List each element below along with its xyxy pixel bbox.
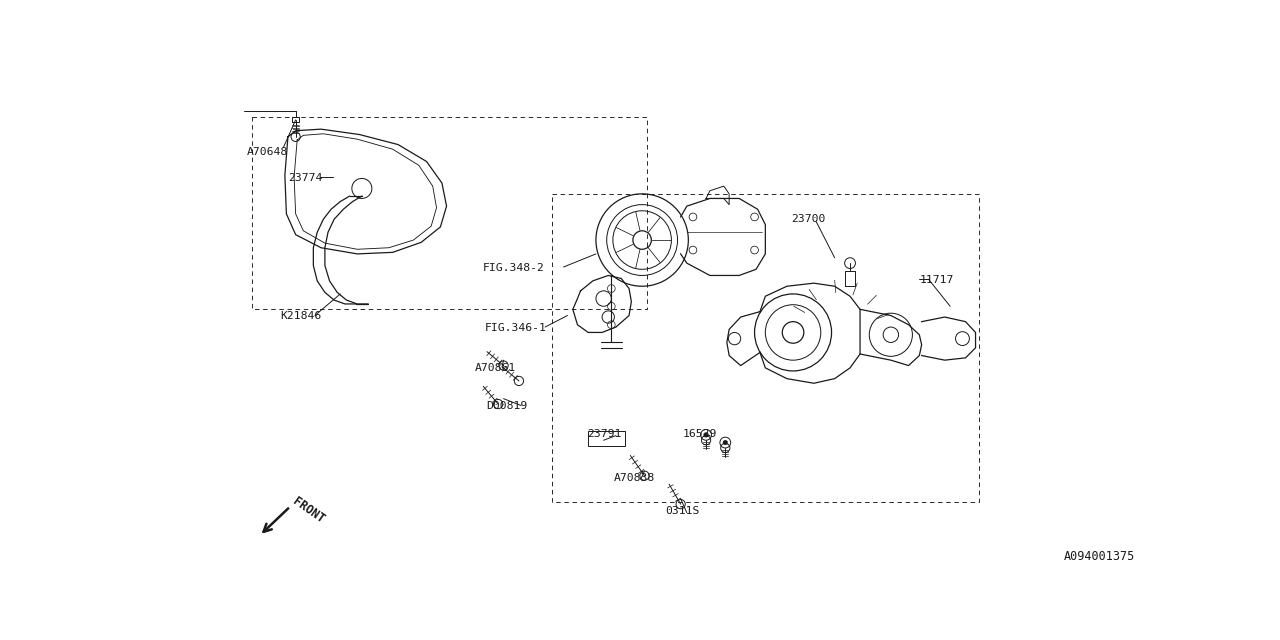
Circle shape (704, 433, 708, 437)
Text: D00819: D00819 (486, 401, 527, 412)
Text: 11717: 11717 (919, 275, 954, 285)
Text: 16529: 16529 (684, 429, 717, 439)
Text: 23791: 23791 (586, 429, 621, 439)
Text: 0311S: 0311S (666, 506, 700, 516)
Text: A70838: A70838 (613, 473, 655, 483)
Text: A094001375: A094001375 (1064, 550, 1135, 563)
Text: K21846: K21846 (280, 311, 321, 321)
Text: FRONT: FRONT (291, 495, 326, 526)
Text: A70861: A70861 (475, 363, 516, 373)
Text: A70648: A70648 (246, 147, 288, 157)
Bar (589, 431, 625, 447)
Circle shape (723, 440, 727, 445)
Text: FIG.348-2: FIG.348-2 (483, 263, 544, 273)
Text: 23774: 23774 (288, 173, 323, 183)
Text: FIG.346-1: FIG.346-1 (485, 323, 547, 333)
Text: 23700: 23700 (791, 214, 826, 223)
